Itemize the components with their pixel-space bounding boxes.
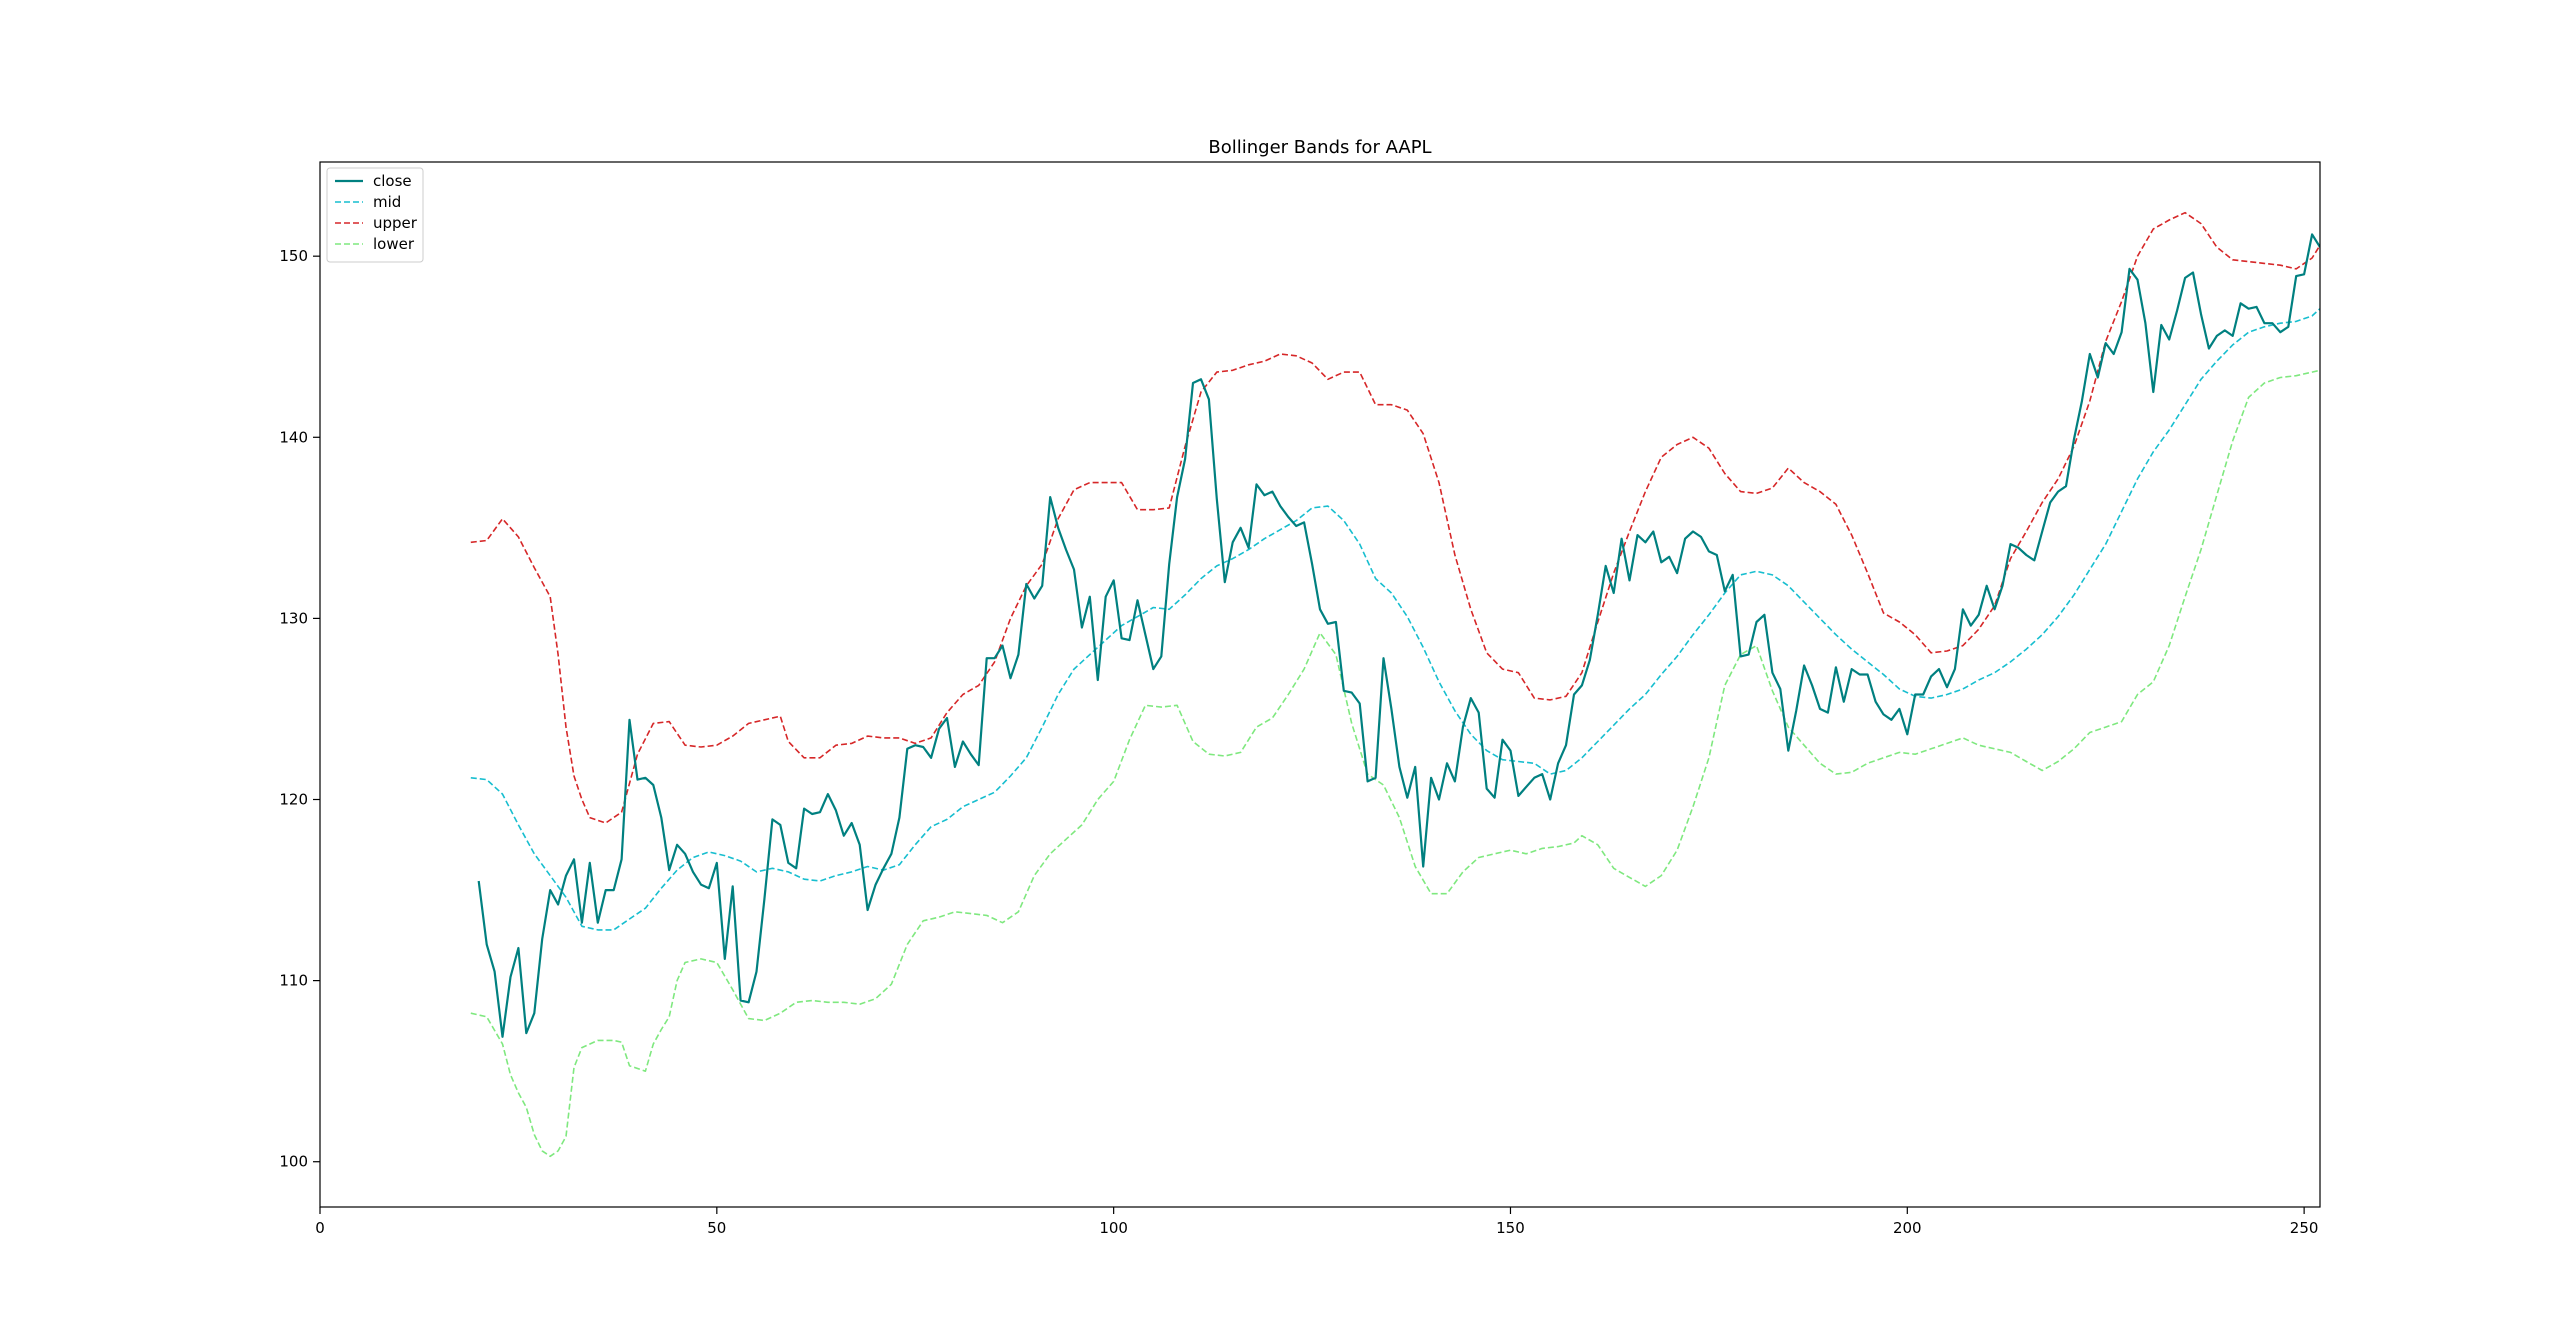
legend-label-upper: upper [373,214,418,232]
x-tick-label: 0 [315,1219,325,1237]
legend-box [326,167,424,263]
series-line-close [477,233,2320,1038]
y-tick-label: 110 [279,972,308,990]
legend-label-close: close [373,172,412,190]
series-layer [470,211,2320,1158]
legend-label-mid: mid [373,193,401,211]
y-tick-label: 120 [279,791,308,809]
x-tick-label: 50 [707,1219,726,1237]
legend-label-lower: lower [373,235,415,253]
x-tick-label: 200 [1893,1219,1922,1237]
x-tick-label: 100 [1099,1219,1128,1237]
series-line-upper [470,211,2320,824]
axis-layer: 0 50 100 150 200 250 100 110 120 130 140 150 [279,247,2318,1237]
series-line-lower [470,369,2320,1158]
x-tick-label: 150 [1496,1219,1525,1237]
legend: close mid upper lower [326,167,424,263]
plot-frame [319,161,2321,1208]
series-line-mid [470,308,2320,931]
y-tick-label: 140 [279,428,308,446]
y-tick-label: 130 [279,609,308,627]
chart-title: Bollinger Bands for AAPL [1208,137,1431,158]
y-tick-label: 150 [279,247,308,265]
y-tick-label: 100 [279,1153,308,1171]
x-tick-label: 250 [2290,1219,2319,1237]
